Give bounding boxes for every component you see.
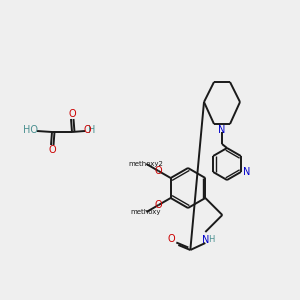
Text: O: O: [167, 234, 175, 244]
Text: HO: HO: [22, 125, 38, 135]
Text: methoxy2: methoxy2: [128, 161, 163, 167]
Text: H: H: [88, 125, 96, 135]
Text: O: O: [48, 145, 56, 155]
Text: N: N: [202, 235, 209, 245]
Text: N: N: [243, 167, 250, 177]
Text: O: O: [83, 125, 91, 135]
Text: O: O: [155, 200, 162, 210]
Text: H: H: [208, 236, 214, 244]
Text: O: O: [155, 166, 162, 176]
Text: N: N: [218, 125, 226, 135]
Text: methoxy: methoxy: [130, 209, 161, 215]
Text: O: O: [68, 109, 76, 119]
